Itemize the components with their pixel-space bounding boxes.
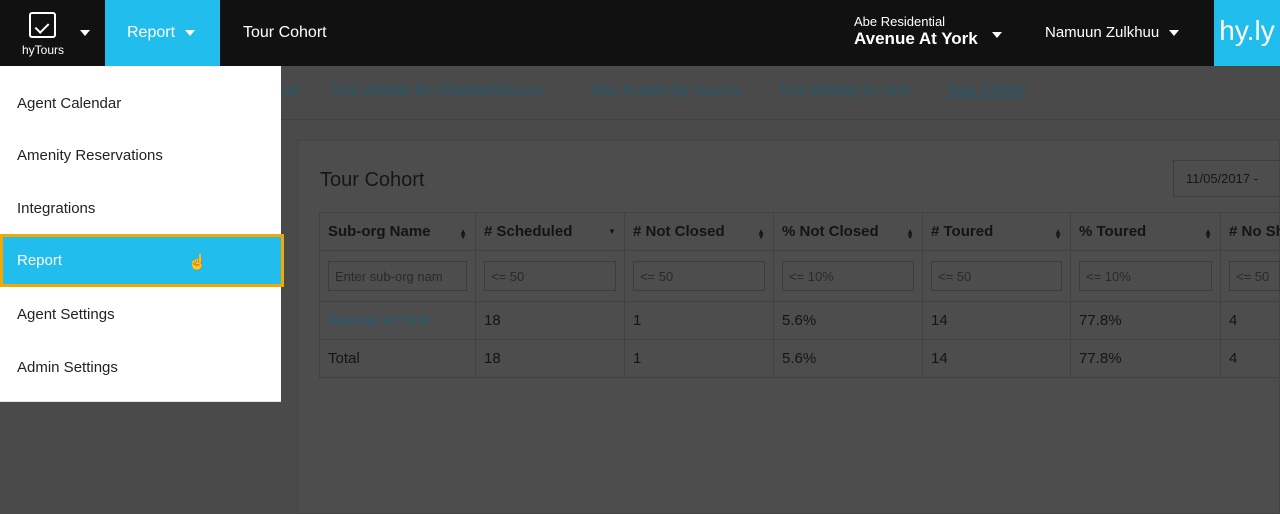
- column-header-label: # Toured: [931, 223, 994, 240]
- chevron-down-icon: [80, 30, 90, 36]
- column-header[interactable]: % Not Closed ▲ ▼: [773, 212, 923, 251]
- sort-icon: ▲ ▼: [906, 227, 914, 241]
- menu-item-label: Admin Settings: [17, 359, 118, 376]
- column-filter-input[interactable]: [931, 261, 1062, 291]
- report-tabs: nnel Tour Activity by Channel/Source Tou…: [0, 66, 1280, 120]
- column-filter-input[interactable]: [633, 261, 765, 291]
- menu-item-integrations[interactable]: Integrations: [0, 182, 281, 235]
- sort-icon: ▲ ▼: [757, 227, 765, 241]
- tab-tour-cohort[interactable]: Tour Cohort: [947, 82, 1026, 99]
- table-row: Total 18 1 5.6% 14 77.8% 4: [319, 339, 1280, 378]
- filter-cell: [1220, 250, 1280, 302]
- menu-item-label: Agent Calendar: [17, 95, 122, 112]
- sort-icon: ▲ ▼: [459, 227, 467, 241]
- column-header-label: # Not Closed: [633, 223, 725, 240]
- page-title: Tour Cohort: [320, 169, 425, 191]
- pointer-hand-icon: ☝: [188, 254, 207, 271]
- column-filter-input[interactable]: [1229, 261, 1280, 291]
- table-cell: 5.6%: [773, 339, 923, 378]
- column-header-label: Sub-org Name: [328, 223, 431, 240]
- property-name: Avenue At York: [854, 29, 978, 48]
- column-header[interactable]: # Scheduled ▼: [475, 212, 625, 251]
- menu-item-amenity-reservations[interactable]: Amenity Reservations: [0, 129, 281, 182]
- column-filter-input[interactable]: [1079, 261, 1212, 291]
- table-cell: 4: [1220, 301, 1280, 340]
- table-cell: Total: [319, 339, 476, 378]
- column-header-label: % Not Closed: [782, 223, 879, 240]
- menu-item-admin-settings[interactable]: Admin Settings: [0, 341, 281, 394]
- menu-item-report[interactable]: Report ☝: [0, 234, 284, 287]
- breadcrumb: Tour Cohort: [243, 24, 327, 41]
- table-cell: 1: [624, 339, 774, 378]
- table-cell: 5.6%: [773, 301, 923, 340]
- column-header[interactable]: # No Sh: [1220, 212, 1280, 251]
- column-header-label: # Scheduled: [484, 223, 573, 240]
- chevron-down-icon: [992, 32, 1002, 38]
- column-header[interactable]: # Toured ▲ ▼: [922, 212, 1071, 251]
- app-switcher[interactable]: hyTours: [0, 0, 105, 66]
- filter-cell: [773, 250, 923, 302]
- brand-logo: hy.ly: [1214, 0, 1280, 66]
- sort-icon: ▲ ▼: [1204, 227, 1212, 241]
- table-cell: 14: [922, 301, 1071, 340]
- app-name: hyTours: [22, 43, 65, 57]
- chevron-down-icon: [1169, 30, 1180, 37]
- report-menu-label: Report: [127, 24, 176, 41]
- column-filter-input[interactable]: [328, 261, 467, 291]
- filter-cell: [922, 250, 1071, 302]
- sort-desc-icon: ▼: [608, 227, 616, 236]
- table-cell: 1: [624, 301, 774, 340]
- table-cell: 77.8%: [1070, 339, 1221, 378]
- menu-item-agent-calendar[interactable]: Agent Calendar: [0, 77, 281, 130]
- menu-item-label: Report: [17, 252, 63, 269]
- sort-icon: ▲ ▼: [1054, 227, 1062, 241]
- table-cell: 4: [1220, 339, 1280, 378]
- column-header[interactable]: # Not Closed ▲ ▼: [624, 212, 774, 251]
- top-bar: hyTours Report Tour Cohort Abe Residenti…: [0, 0, 1280, 66]
- sub-org-link[interactable]: Avenue At York: [328, 312, 430, 329]
- table-cell: 14: [922, 339, 1071, 378]
- filter-cell: [319, 250, 476, 302]
- filter-cell: [475, 250, 625, 302]
- user-menu[interactable]: Namuun Zulkhuu: [1045, 0, 1180, 66]
- date-range-picker[interactable]: 11/05/2017 -: [1173, 160, 1280, 197]
- table-cell: 77.8%: [1070, 301, 1221, 340]
- table-cell: Avenue At York: [319, 301, 476, 340]
- column-filter-input[interactable]: [484, 261, 616, 291]
- column-header-label: % Toured: [1079, 223, 1147, 240]
- menu-item-label: Amenity Reservations: [17, 147, 163, 164]
- menu-item-label: Agent Settings: [17, 306, 115, 323]
- table-cell: 18: [475, 339, 625, 378]
- menu-item-label: Integrations: [17, 200, 96, 217]
- cohort-table: Sub-org Name ▲ ▼ # Scheduled ▼ # Not Closed ▲ ▼…: [319, 212, 1280, 378]
- table-cell: 18: [475, 301, 625, 340]
- menu-item-agent-settings[interactable]: Agent Settings: [0, 288, 281, 341]
- property-selector[interactable]: Abe Residential Avenue At York: [854, 14, 1002, 49]
- calendar-check-icon: [29, 12, 56, 38]
- report-menu-button[interactable]: Report: [105, 0, 220, 66]
- filter-cell: [624, 250, 774, 302]
- column-header-label: # No Sh: [1229, 223, 1280, 240]
- filter-cell: [1070, 250, 1221, 302]
- column-header[interactable]: % Toured ▲ ▼: [1070, 212, 1221, 251]
- report-dropdown-menu: Agent Calendar Amenity Reservations Integr…: [0, 66, 284, 402]
- tab-unit[interactable]: Tour Activity by Unit: [778, 82, 909, 99]
- column-header[interactable]: Sub-org Name ▲ ▼: [319, 212, 476, 251]
- org-name: Abe Residential: [854, 14, 946, 29]
- user-name: Namuun Zulkhuu: [1045, 24, 1160, 41]
- column-filter-input[interactable]: [782, 261, 914, 291]
- table-row: Avenue At York 18 1 5.6% 14 77.8% 4: [319, 301, 1280, 340]
- tab-source[interactable]: Tour Activity by Source: [589, 82, 741, 99]
- chevron-down-icon: [185, 29, 196, 36]
- tab-channel-source[interactable]: Tour Activity by Channel/Source: [331, 82, 543, 99]
